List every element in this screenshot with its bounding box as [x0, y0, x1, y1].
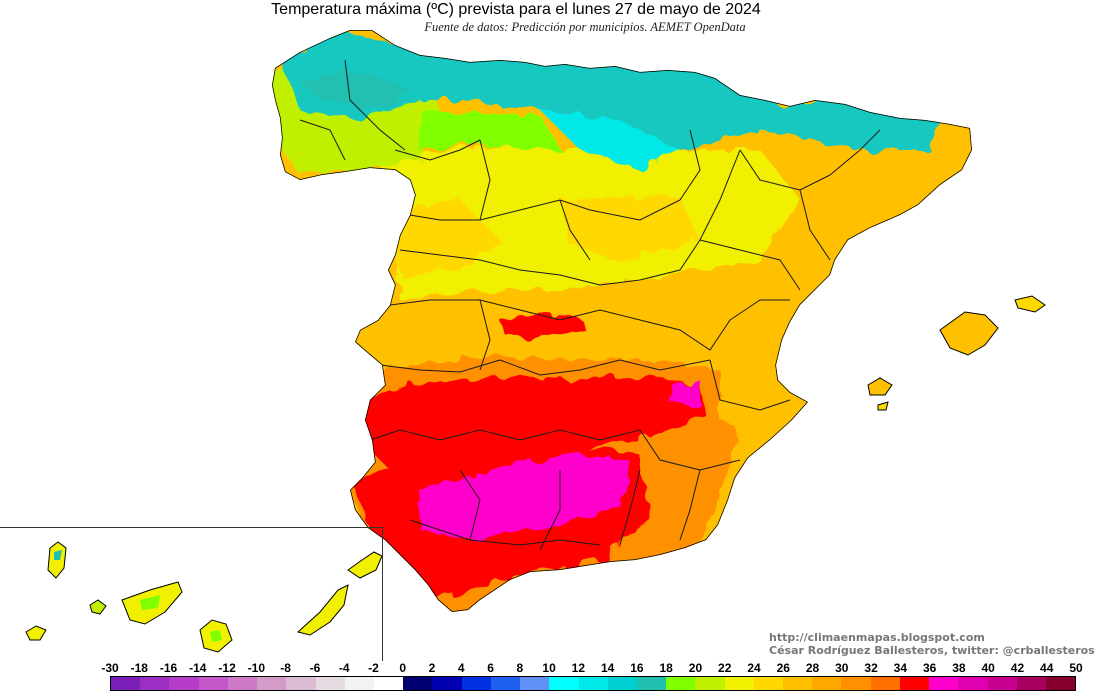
legend-label: 40 [981, 661, 995, 675]
legend-label: -12 [218, 661, 236, 675]
legend-swatch [169, 677, 199, 690]
legend-swatch [666, 677, 696, 690]
legend-label: -8 [280, 661, 291, 675]
legend-swatch [257, 677, 287, 690]
legend-swatch [636, 677, 667, 690]
legend-label: 14 [600, 661, 615, 675]
legend-label: 50 [1069, 661, 1083, 675]
legend-label: 28 [805, 661, 820, 675]
legend-label: 38 [952, 661, 966, 675]
legend-label: -14 [189, 661, 207, 675]
map-subtitle: Fuente de datos: Predicción por municipi… [424, 20, 746, 34]
legend-label: -16 [159, 661, 178, 675]
map-title: Temperatura máxima (ºC) prevista para el… [271, 1, 761, 18]
legend-label: 30 [835, 661, 849, 675]
legend-swatch [812, 677, 842, 690]
legend-swatch [783, 677, 813, 690]
credit-url: http://climaenmapas.blogspot.com [769, 631, 985, 644]
legend-swatch [140, 677, 170, 690]
legend-swatch [520, 677, 550, 690]
legend-label: 36 [922, 661, 937, 675]
legend-swatch [373, 677, 404, 690]
color-legend [110, 676, 1076, 691]
legend-swatch [870, 677, 900, 690]
legend-swatch [286, 677, 316, 690]
legend-label: 42 [1010, 661, 1025, 675]
legend-swatch [315, 677, 345, 690]
legend-swatch [578, 677, 608, 690]
legend-swatch [490, 677, 521, 690]
legend-label: -30 [101, 661, 119, 675]
legend-swatch [753, 677, 784, 690]
legend-label: 16 [630, 661, 644, 675]
legend-label: 12 [571, 661, 586, 675]
legend-swatch [403, 677, 433, 690]
canary-islands [25, 541, 383, 653]
legend-swatch [929, 677, 959, 690]
temperature-map [25, 30, 1046, 653]
legend-label: 4 [457, 661, 465, 675]
balearic-islands [867, 295, 1046, 411]
legend-label: 34 [893, 661, 908, 675]
legend-swatch [1046, 677, 1076, 690]
legend-label: 44 [1040, 661, 1054, 675]
legend-swatch [461, 677, 491, 690]
legend-swatch [198, 677, 228, 690]
legend-labels: -30 -18 -16 -14 -12 -10 -8 -6 -4 -2 0 2 4 6 8 10 12 14 16 1… [0, 661, 1098, 677]
legend-label: 32 [864, 661, 878, 675]
legend-label: -2 [368, 661, 379, 675]
legend-swatch [695, 677, 725, 690]
credit-author: César Rodríguez Ballesteros, twitter: @c… [769, 644, 1095, 657]
legend-label: 20 [688, 661, 703, 675]
legend-swatch [549, 677, 579, 690]
legend-swatch [987, 677, 1017, 690]
legend-swatch [958, 677, 988, 690]
legend-label: -4 [338, 661, 350, 675]
legend-swatch [111, 677, 141, 690]
legend-label: 2 [428, 661, 436, 675]
legend-label: -6 [309, 661, 321, 675]
legend-swatch [607, 677, 637, 690]
legend-swatch [1016, 677, 1046, 690]
canary-inset-frame [0, 527, 383, 661]
legend-swatch [227, 677, 258, 690]
legend-label: 18 [659, 661, 673, 675]
legend-label: 8 [516, 661, 524, 675]
legend-label: 26 [776, 661, 790, 675]
province-borders [299, 59, 881, 551]
legend-label: 10 [542, 661, 556, 675]
legend-swatch [841, 677, 871, 690]
legend-label: -18 [130, 661, 148, 675]
legend-swatch [432, 677, 462, 690]
legend-label: 6 [487, 661, 494, 675]
legend-label: 22 [718, 661, 732, 675]
legend-label: 0 [399, 661, 407, 675]
legend-swatch [344, 677, 374, 690]
legend-label: 24 [747, 661, 761, 675]
legend-label: -10 [247, 661, 266, 675]
legend-swatch [724, 677, 754, 690]
legend-swatch [899, 677, 930, 690]
